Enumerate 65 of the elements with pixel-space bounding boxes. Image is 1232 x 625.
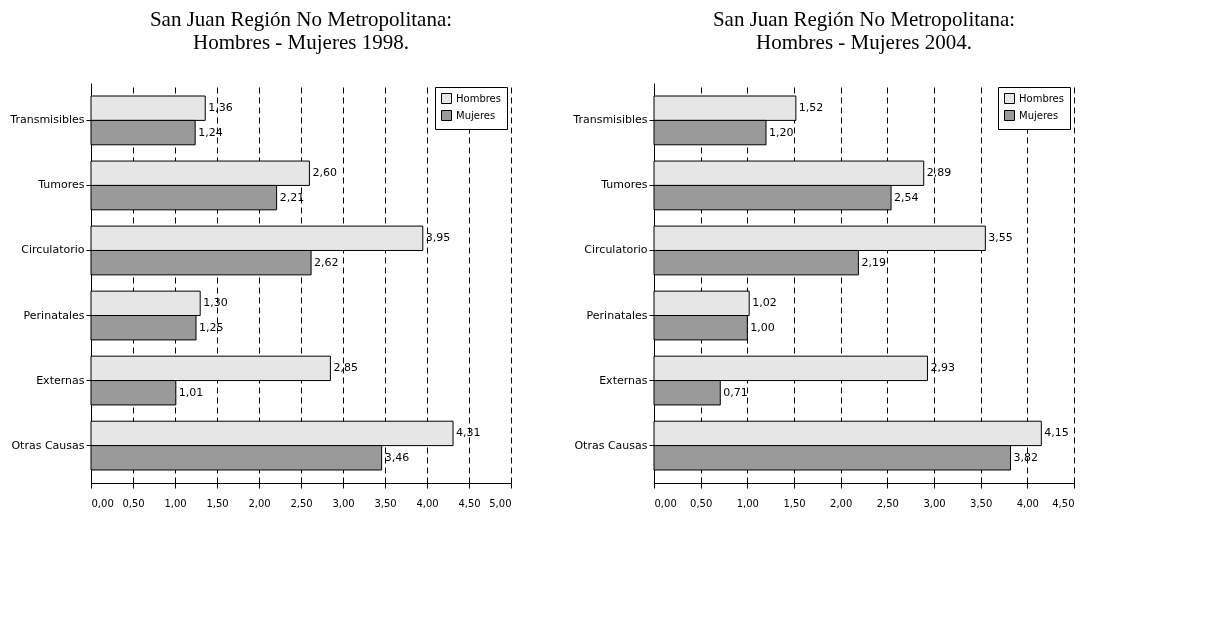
x-tick-label: 0,50 (122, 497, 145, 509)
y-tick-label: Otras Causas (11, 438, 85, 452)
y-tick-label: Externas (36, 373, 85, 387)
y-tick-label: Tumores (600, 178, 648, 192)
x-tick-label: 3,00 (332, 497, 355, 509)
y-tick-label: Transmisibles (572, 113, 648, 127)
x-tick-label: 2,00 (248, 497, 271, 509)
data-label: 2,93 (930, 361, 955, 375)
data-label: 1,30 (203, 296, 228, 310)
x-tick-label: 4,00 (1016, 497, 1039, 509)
data-label: 3,46 (384, 450, 410, 464)
data-label: 4,15 (1044, 426, 1069, 440)
x-tick-label: 3,50 (970, 497, 993, 509)
data-label: 0,71 (723, 385, 748, 399)
x-tick-label: 0,00 (91, 497, 114, 509)
y-tick-label: Perinatales (23, 308, 85, 322)
x-tick-label: 2,00 (830, 497, 853, 509)
data-label: 4,31 (456, 426, 481, 440)
x-tick-label: 1,00 (164, 497, 187, 509)
x-tick-label: 3,50 (374, 497, 397, 509)
x-tick-label: 2,50 (290, 497, 313, 509)
x-tick-label: 4,50 (1052, 497, 1075, 509)
data-label: 1,00 (750, 320, 775, 334)
x-tick-label: 4,50 (458, 497, 481, 509)
y-tick-label: Transmisibles (9, 113, 85, 127)
data-label: 2,19 (861, 255, 886, 269)
legend-label: Hombres (456, 92, 501, 104)
data-label: 2,62 (314, 255, 339, 269)
data-label: 2,85 (333, 361, 358, 375)
data-label: 1,36 (208, 101, 233, 115)
y-tick-label: Otras Causas (574, 438, 648, 452)
legend-label: Hombres (1019, 92, 1064, 104)
data-label: 3,82 (1013, 450, 1039, 464)
x-tick-label: 0,50 (690, 497, 713, 509)
data-label: 3,95 (425, 231, 451, 245)
data-label: 1,25 (199, 320, 224, 334)
x-tick-label: 1,50 (783, 497, 806, 509)
legend-label: Mujeres (1019, 109, 1059, 121)
legend-label: Mujeres (456, 109, 496, 121)
x-tick-label: 2,50 (876, 497, 899, 509)
y-tick-label: Circulatorio (21, 243, 85, 257)
x-tick-label: 5,00 (489, 497, 512, 509)
y-tick-label: Circulatorio (584, 243, 648, 257)
data-label: 1,24 (198, 125, 223, 139)
x-tick-label: 3,00 (923, 497, 946, 509)
x-tick-label: 4,00 (416, 497, 439, 509)
data-label: 2,60 (312, 166, 337, 180)
text: San Juan Región No Metropolitana: (712, 7, 1016, 31)
data-label: 1,52 (798, 101, 824, 115)
x-tick-label: 1,50 (206, 497, 229, 509)
data-label: 1,01 (178, 385, 204, 399)
data-label: 3,55 (988, 231, 1013, 245)
data-label: 2,89 (926, 166, 952, 180)
data-label: 2,21 (279, 190, 305, 204)
x-tick-label: 1,00 (736, 497, 759, 509)
x-tick-label: 0,00 (654, 497, 677, 509)
text: Hombres - Mujeres 1998. (193, 30, 409, 54)
data-label: 1,02 (752, 296, 777, 310)
y-tick-label: Tumores (37, 178, 85, 192)
text: Hombres - Mujeres 2004. (756, 30, 972, 54)
y-tick-label: Perinatales (586, 308, 648, 322)
data-label: 2,54 (894, 190, 919, 204)
data-label: 1,20 (769, 125, 794, 139)
text: San Juan Región No Metropolitana: (149, 7, 453, 31)
y-tick-label: Externas (599, 373, 648, 387)
